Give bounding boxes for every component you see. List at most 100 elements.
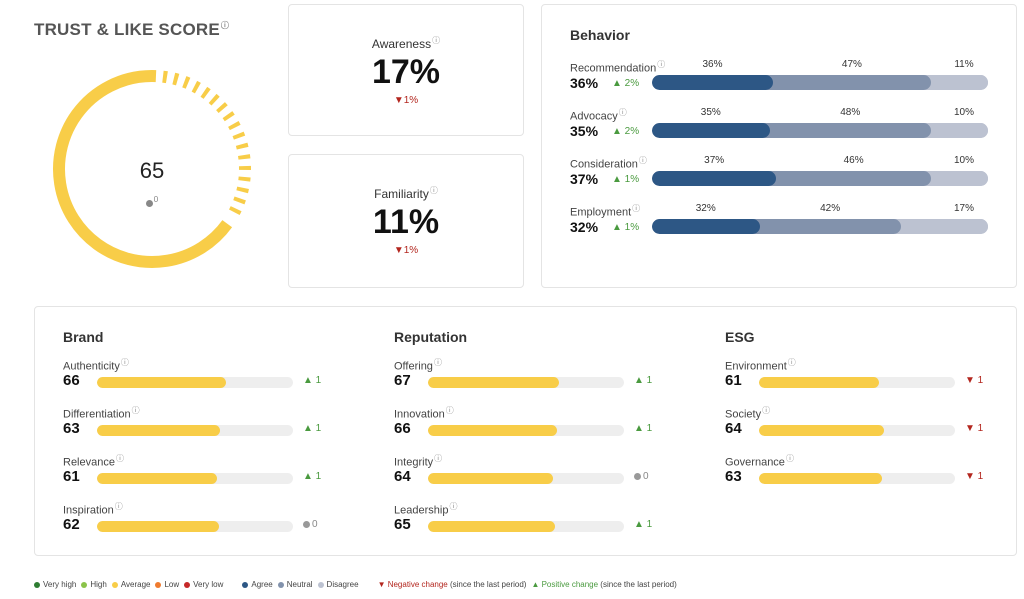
driver-change: ▼ 1 xyxy=(965,471,983,482)
driver-change-label: ▲ 1 xyxy=(303,471,322,482)
info-icon[interactable]: ⓘ xyxy=(618,108,627,117)
trust-score-value: 65 xyxy=(139,158,165,183)
driver-bar-fill xyxy=(759,473,883,484)
disagree-segment xyxy=(922,171,988,186)
group-title: Reputation xyxy=(394,329,468,345)
legend-item-average: Average xyxy=(111,580,151,589)
neutral-dot-icon xyxy=(634,472,641,480)
driver-name-label: Environment xyxy=(725,360,787,373)
info-icon[interactable]: ⓘ xyxy=(120,358,129,367)
agree-segment xyxy=(652,123,770,138)
driver-bar-fill xyxy=(428,377,560,388)
driver-bar-track xyxy=(97,521,293,532)
info-icon[interactable]: ⓘ xyxy=(445,406,454,415)
driver-change: ▼ 1 xyxy=(965,375,983,386)
info-icon[interactable]: ⓘ xyxy=(638,156,647,165)
neutral-dot-icon xyxy=(303,520,310,528)
driver-value: 61 xyxy=(63,468,80,485)
legend-dot-icon xyxy=(81,581,88,588)
driver-name-label: Inspiration xyxy=(63,504,114,517)
neutral-percent-label: 48% xyxy=(840,107,861,118)
legend-item-very-low: Very low xyxy=(184,580,223,589)
info-icon[interactable]: ⓘ xyxy=(787,358,796,367)
legend-dot-icon xyxy=(111,581,118,588)
info-icon[interactable]: ⓘ xyxy=(114,502,123,511)
driver-row-integrity: Integrityⓘ 64 0 xyxy=(394,453,664,489)
awareness-value: 17% xyxy=(371,53,441,91)
info-icon[interactable]: ⓘ xyxy=(220,21,230,31)
agree-segment xyxy=(652,219,760,234)
driver-bar-fill xyxy=(428,521,556,532)
agree-segment xyxy=(652,75,773,90)
disagree-segment xyxy=(892,219,988,234)
driver-name: Governanceⓘ xyxy=(725,453,794,469)
info-icon[interactable]: ⓘ xyxy=(785,454,794,463)
driver-row-governance: Governanceⓘ 63 ▼ 1 xyxy=(725,453,995,489)
driver-change-label: ▲ 1 xyxy=(634,423,653,434)
agree-percent-label: 37% xyxy=(704,155,725,166)
driver-change-label: ▲ 1 xyxy=(634,519,653,530)
behavior-bar xyxy=(652,75,988,90)
disagree-percent-label: 11% xyxy=(954,59,974,70)
behavior-row-recommendation: Recommendationⓘ 36% ▲ 2% 36% 47% 11% xyxy=(570,59,990,99)
legend-dot-icon xyxy=(34,581,40,588)
info-icon[interactable]: ⓘ xyxy=(131,406,140,415)
driver-bar-track xyxy=(97,473,293,484)
driver-value: 62 xyxy=(63,516,80,533)
driver-bar-fill xyxy=(759,377,879,388)
info-icon[interactable]: ⓘ xyxy=(433,358,442,367)
driver-bar-fill xyxy=(428,425,558,436)
info-icon[interactable]: ⓘ xyxy=(762,406,771,415)
driver-change: ▼ 1 xyxy=(965,423,983,434)
driver-bar-track xyxy=(428,521,624,532)
driver-bar-track xyxy=(97,377,293,388)
behavior-row-advocacy: Advocacyⓘ 35% ▲ 2% 35% 48% 10% xyxy=(570,107,990,147)
behavior-name: Advocacyⓘ xyxy=(570,107,627,123)
legend-positive-change: ▲ Positive change (since the last period… xyxy=(531,580,676,589)
driver-change-label: ▼ 1 xyxy=(965,471,984,482)
info-icon[interactable]: ⓘ xyxy=(434,454,443,463)
neutral-dot-icon xyxy=(145,200,153,208)
behavior-value: 32% xyxy=(570,219,599,235)
neutral-percent-label: 42% xyxy=(820,203,841,214)
driver-change: ▲ 1 xyxy=(634,519,652,530)
driver-change: ▲ 1 xyxy=(303,375,321,386)
group-title: ESG xyxy=(725,329,755,345)
driver-name: Environmentⓘ xyxy=(725,357,796,373)
group-title: Brand xyxy=(63,329,104,345)
group-reputation: Reputation Offeringⓘ 67 ▲ 1 Innovationⓘ 66 ▲ 1… xyxy=(394,307,694,547)
behavior-change: ▲ 2% xyxy=(612,78,640,89)
info-icon[interactable]: ⓘ xyxy=(429,186,438,195)
info-icon[interactable]: ⓘ xyxy=(115,454,124,463)
driver-row-authenticity: Authenticityⓘ 66 ▲ 1 xyxy=(63,357,333,393)
familiarity-change: ▼1% xyxy=(393,245,419,256)
info-icon[interactable]: ⓘ xyxy=(432,36,441,45)
driver-bar-track xyxy=(759,377,955,388)
legend-item-disagree: Disagree xyxy=(317,580,359,589)
behavior-change: ▲ 2% xyxy=(612,126,640,137)
driver-bar-fill xyxy=(97,521,219,532)
legend-dot-icon xyxy=(317,581,324,588)
driver-bar-track xyxy=(97,425,293,436)
driver-value: 64 xyxy=(725,420,742,437)
info-icon[interactable]: ⓘ xyxy=(657,60,666,69)
driver-change: ▲ 1 xyxy=(634,375,652,386)
behavior-bar xyxy=(652,171,988,186)
legend-item-low: Low xyxy=(155,580,179,589)
driver-name-label: Society xyxy=(725,408,762,421)
agree-percent-label: 36% xyxy=(702,59,723,70)
behavior-card: Behavior Recommendationⓘ 36% ▲ 2% 36% 47% 11%… xyxy=(541,4,1017,288)
info-icon[interactable]: ⓘ xyxy=(449,502,458,511)
driver-row-innovation: Innovationⓘ 66 ▲ 1 xyxy=(394,405,664,441)
driver-bar-fill xyxy=(97,377,227,388)
neutral-segment xyxy=(768,171,931,186)
driver-row-environment: Environmentⓘ 61 ▼ 1 xyxy=(725,357,995,393)
behavior-value: 35% xyxy=(570,123,599,139)
awareness-change: ▼1% xyxy=(393,95,419,106)
neutral-percent-label: 47% xyxy=(841,59,862,70)
behavior-name-label: Recommendation xyxy=(570,62,657,75)
legend-label: Average xyxy=(120,580,151,589)
driver-bar-track xyxy=(428,473,624,484)
driver-bar-track xyxy=(759,425,955,436)
info-icon[interactable]: ⓘ xyxy=(632,204,641,213)
